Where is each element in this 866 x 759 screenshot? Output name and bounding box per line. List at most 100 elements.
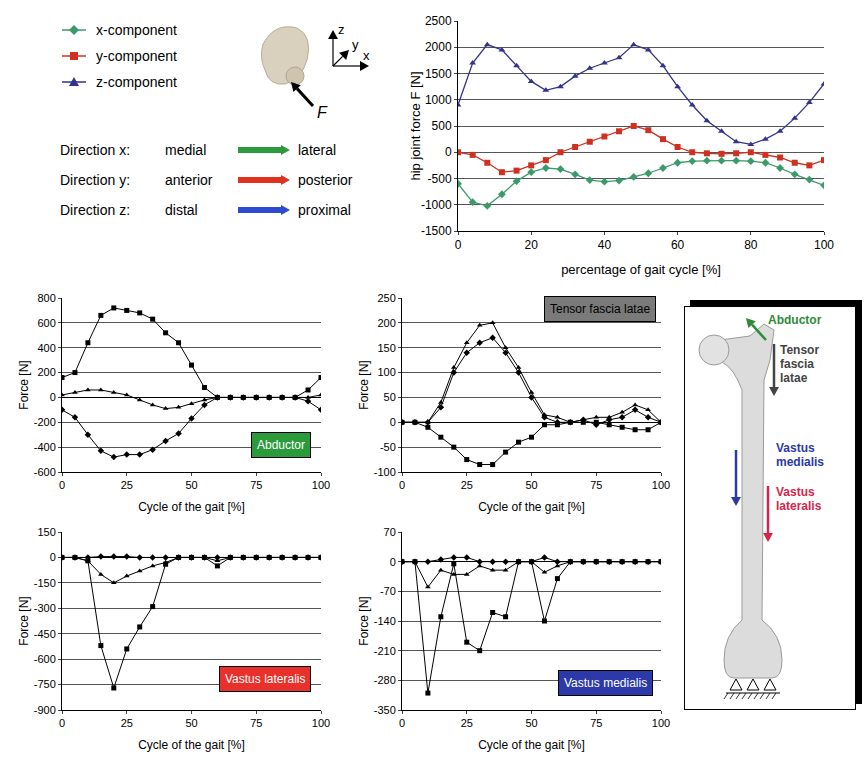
svg-text:80: 80 <box>744 238 758 252</box>
svg-text:0: 0 <box>59 479 65 491</box>
svg-text:2000: 2000 <box>425 40 452 54</box>
svg-text:50: 50 <box>384 391 396 403</box>
svg-text:-600: -600 <box>34 466 56 478</box>
svg-text:x-component: x-component <box>96 22 177 38</box>
svg-text:Force [N]: Force [N] <box>17 596 31 645</box>
svg-text:-210: -210 <box>374 645 396 657</box>
svg-text:Vastus medialis: Vastus medialis <box>564 676 647 690</box>
svg-text:-280: -280 <box>374 674 396 686</box>
svg-text:anterior: anterior <box>165 172 213 188</box>
svg-text:Force [N]: Force [N] <box>357 360 371 409</box>
svg-text:y-component: y-component <box>96 48 177 64</box>
svg-text:0: 0 <box>455 238 462 252</box>
svg-text:100: 100 <box>312 717 330 729</box>
svg-text:500: 500 <box>432 119 452 133</box>
svg-text:z: z <box>338 22 345 37</box>
svg-text:-900: -900 <box>34 704 56 716</box>
svg-text:200: 200 <box>37 366 55 378</box>
svg-text:150: 150 <box>377 342 395 354</box>
svg-text:50: 50 <box>185 717 197 729</box>
svg-text:800: 800 <box>37 292 55 304</box>
svg-text:-350: -350 <box>374 704 396 716</box>
svg-text:-600: -600 <box>34 653 56 665</box>
svg-text:Abductor: Abductor <box>257 438 305 452</box>
svg-text:Tensor fascia latae: Tensor fascia latae <box>550 302 650 316</box>
svg-text:Force [N]: Force [N] <box>357 596 371 645</box>
svg-text:Tensor: Tensor <box>780 343 819 357</box>
svg-text:latae: latae <box>780 371 808 385</box>
svg-text:-450: -450 <box>34 628 56 640</box>
svg-text:Direction x:: Direction x: <box>60 142 130 158</box>
svg-text:600: 600 <box>37 317 55 329</box>
svg-text:-100: -100 <box>374 466 396 478</box>
svg-text:100: 100 <box>312 479 330 491</box>
svg-text:400: 400 <box>37 342 55 354</box>
svg-text:0: 0 <box>50 391 56 403</box>
svg-text:75: 75 <box>590 717 602 729</box>
svg-text:Vastus: Vastus <box>776 485 815 499</box>
svg-text:100: 100 <box>652 717 670 729</box>
svg-text:25: 25 <box>461 479 473 491</box>
svg-text:0: 0 <box>399 479 405 491</box>
svg-text:0: 0 <box>50 551 56 563</box>
svg-text:75: 75 <box>250 479 262 491</box>
svg-text:100: 100 <box>814 238 834 252</box>
svg-text:75: 75 <box>250 717 262 729</box>
svg-text:Cycle of the gait [%]: Cycle of the gait [%] <box>138 738 245 752</box>
svg-text:F: F <box>317 104 328 121</box>
svg-text:hip joint force F [N]: hip joint force F [N] <box>408 71 423 180</box>
svg-text:-200: -200 <box>34 416 56 428</box>
svg-text:lateralis: lateralis <box>776 499 822 513</box>
svg-text:150: 150 <box>37 526 55 538</box>
svg-text:-70: -70 <box>380 585 396 597</box>
svg-text:1000: 1000 <box>425 93 452 107</box>
svg-text:100: 100 <box>652 479 670 491</box>
svg-text:1500: 1500 <box>425 67 452 81</box>
svg-text:0: 0 <box>399 717 405 729</box>
svg-text:medialis: medialis <box>776 455 824 469</box>
svg-text:-300: -300 <box>34 602 56 614</box>
svg-text:40: 40 <box>598 238 612 252</box>
svg-text:z-component: z-component <box>96 74 177 90</box>
svg-text:200: 200 <box>377 317 395 329</box>
svg-text:Force [N]: Force [N] <box>17 360 31 409</box>
svg-text:-400: -400 <box>34 441 56 453</box>
svg-text:posterior: posterior <box>298 172 353 188</box>
svg-text:fascia: fascia <box>780 357 814 371</box>
svg-text:250: 250 <box>377 292 395 304</box>
svg-text:50: 50 <box>525 717 537 729</box>
svg-text:Direction z:: Direction z: <box>60 202 130 218</box>
svg-text:0: 0 <box>390 556 396 568</box>
svg-text:-750: -750 <box>34 678 56 690</box>
svg-text:25: 25 <box>121 717 133 729</box>
svg-text:-1500: -1500 <box>421 224 452 238</box>
svg-text:25: 25 <box>461 717 473 729</box>
svg-text:50: 50 <box>185 479 197 491</box>
svg-text:0: 0 <box>59 717 65 729</box>
svg-text:0: 0 <box>445 145 452 159</box>
svg-text:medial: medial <box>165 142 206 158</box>
svg-text:0: 0 <box>390 416 396 428</box>
svg-text:50: 50 <box>525 479 537 491</box>
svg-text:percentage of gait cycle [%]: percentage of gait cycle [%] <box>561 262 721 277</box>
svg-text:y: y <box>352 37 359 52</box>
svg-text:60: 60 <box>671 238 685 252</box>
svg-text:70: 70 <box>384 526 396 538</box>
svg-text:Cycle of the gait [%]: Cycle of the gait [%] <box>478 738 585 752</box>
svg-text:distal: distal <box>165 202 198 218</box>
svg-text:Vastus lateralis: Vastus lateralis <box>225 672 305 686</box>
svg-text:-500: -500 <box>428 172 452 186</box>
svg-text:-140: -140 <box>374 615 396 627</box>
svg-text:-1000: -1000 <box>421 198 452 212</box>
svg-text:Cycle of the gait [%]: Cycle of the gait [%] <box>138 500 245 514</box>
svg-text:Abductor: Abductor <box>768 313 822 327</box>
svg-text:lateral: lateral <box>298 142 336 158</box>
svg-text:-50: -50 <box>380 441 396 453</box>
svg-text:20: 20 <box>525 238 539 252</box>
svg-text:100: 100 <box>377 366 395 378</box>
svg-text:2500: 2500 <box>425 14 452 28</box>
svg-text:Direction y:: Direction y: <box>60 172 130 188</box>
svg-text:proximal: proximal <box>298 202 351 218</box>
svg-text:75: 75 <box>590 479 602 491</box>
svg-text:x: x <box>363 48 370 63</box>
